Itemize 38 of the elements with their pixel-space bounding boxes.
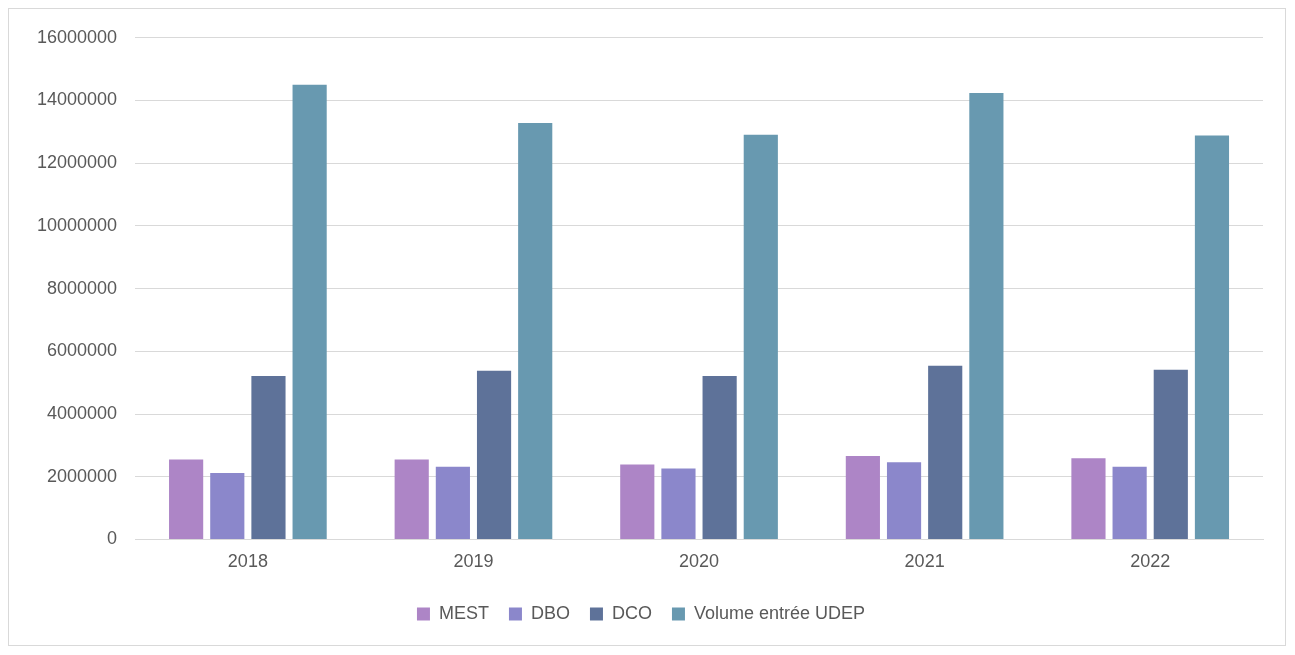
bar [292, 84, 327, 539]
bar [1071, 458, 1106, 539]
y-tick-label: 4000000 [47, 402, 118, 423]
bar [620, 464, 655, 539]
y-tick-label: 8000000 [47, 277, 118, 298]
legend-label: MEST [438, 602, 489, 623]
y-tick-label: 14000000 [36, 89, 118, 110]
y-tick-label: 12000000 [36, 152, 118, 173]
legend-label: Volume entrée UDEP [693, 602, 866, 623]
bar [845, 456, 880, 539]
x-tick-label: 2018 [227, 551, 268, 572]
y-tick-label: 6000000 [47, 340, 118, 361]
y-tick-label: 10000000 [36, 214, 118, 235]
y-tick-label: 0 [107, 528, 118, 549]
bar [969, 92, 1004, 539]
bar [518, 123, 553, 539]
bar [743, 134, 778, 539]
bar [476, 370, 512, 539]
bar [702, 376, 737, 539]
bar [394, 459, 429, 539]
bar [886, 462, 922, 539]
bar [1194, 135, 1230, 539]
x-tick-label: 2021 [904, 551, 945, 572]
bar [1112, 466, 1147, 539]
bar [1153, 369, 1188, 539]
y-tick-label: 2000000 [47, 465, 118, 486]
legend-label: DCO [611, 602, 652, 623]
bar [251, 376, 286, 539]
legend-label: DBO [530, 602, 570, 623]
x-tick-label: 2022 [1130, 551, 1171, 572]
y-tick-label: 16000000 [36, 26, 118, 47]
x-tick-label: 2020 [679, 551, 720, 572]
bar [661, 468, 696, 539]
bar [435, 466, 470, 539]
bar [210, 472, 245, 539]
x-tick-label: 2019 [453, 551, 494, 572]
bar [169, 459, 204, 539]
bar [928, 365, 963, 539]
